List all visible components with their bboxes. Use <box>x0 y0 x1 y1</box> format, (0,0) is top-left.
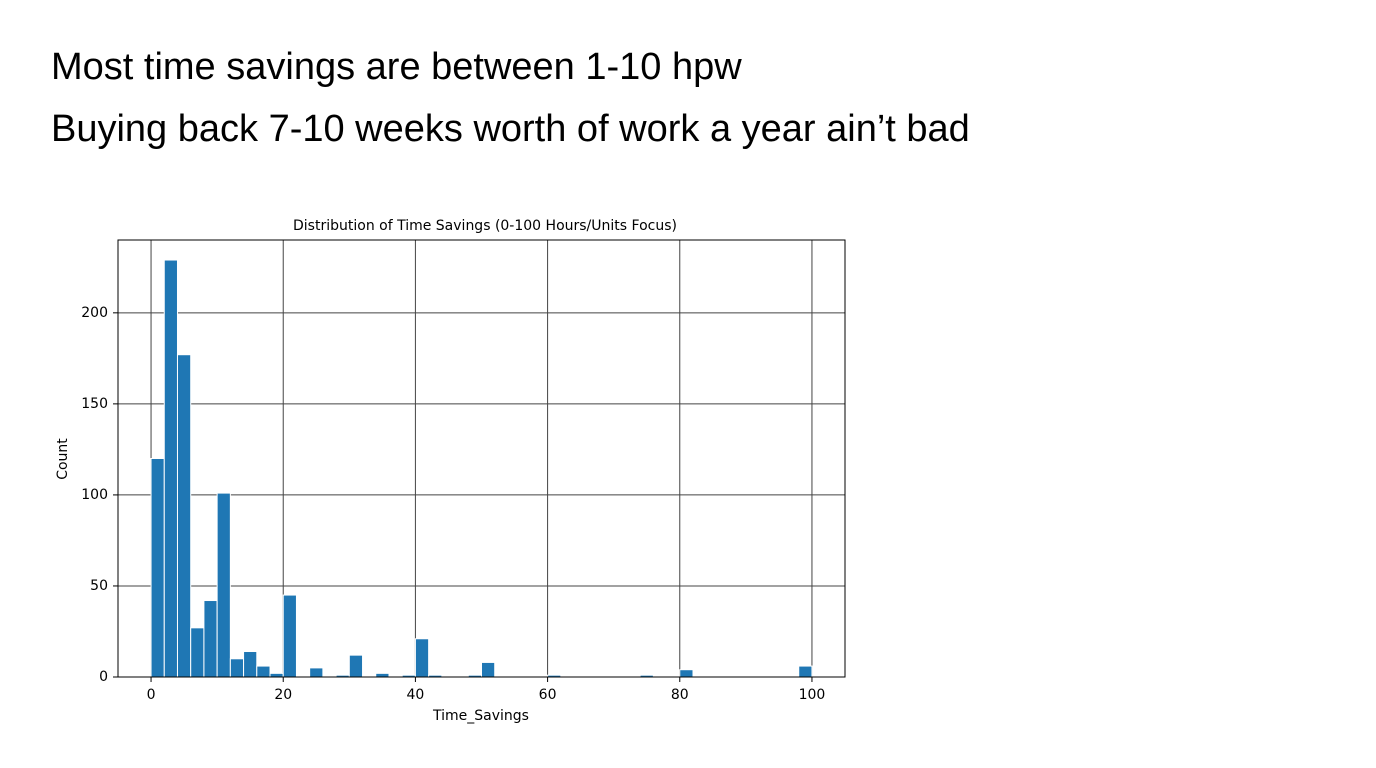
headline: Buying back 7-10 weeks worth of work a y… <box>51 108 970 150</box>
bar <box>679 669 694 678</box>
y-tick-label: 0 <box>99 669 108 685</box>
bar <box>243 651 258 678</box>
bar <box>190 627 205 678</box>
bar <box>282 594 297 678</box>
chart: Distribution of Time Savings (0-100 Hour… <box>55 218 846 724</box>
bar <box>256 665 271 678</box>
x-tick-label: 100 <box>799 687 826 703</box>
bar <box>375 672 390 678</box>
x-tick-label: 0 <box>147 687 156 703</box>
bar <box>203 600 218 678</box>
y-tick-label: 200 <box>81 305 108 321</box>
bar <box>163 259 178 678</box>
x-tick-label: 40 <box>406 687 424 703</box>
y-tick-label: 150 <box>81 396 108 412</box>
bar <box>269 672 284 678</box>
plot-frame <box>117 239 846 678</box>
bar <box>348 654 364 678</box>
x-tick-label: 20 <box>274 687 292 703</box>
bar <box>309 667 324 678</box>
bar <box>216 492 231 678</box>
x-axis-label: Time_Savings <box>432 708 529 724</box>
bar <box>176 354 192 678</box>
bar <box>414 638 430 678</box>
bar <box>481 661 496 678</box>
y-tick-label: 50 <box>90 578 108 594</box>
bar <box>229 658 245 678</box>
y-axis-label: Count <box>55 438 71 480</box>
x-tick-label: 60 <box>539 687 557 703</box>
headline: Most time savings are between 1-10 hpw <box>51 46 742 88</box>
bar <box>150 458 165 678</box>
x-tick-label: 80 <box>671 687 689 703</box>
y-tick-label: 100 <box>81 487 108 503</box>
bar <box>798 665 813 678</box>
chart-title: Distribution of Time Savings (0-100 Hour… <box>293 218 677 234</box>
